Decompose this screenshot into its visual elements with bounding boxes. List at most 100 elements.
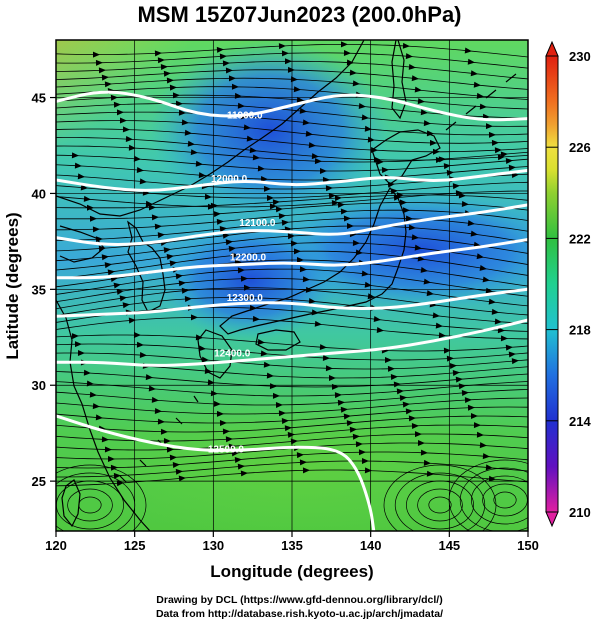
flow-arrow [195, 334, 203, 341]
flow-arrow [455, 376, 463, 383]
height-contour [56, 414, 376, 531]
flow-arrow [198, 172, 206, 179]
flow-arrow [396, 192, 404, 199]
flow-arrow [488, 475, 496, 482]
flow-arrow [234, 457, 242, 464]
flow-arrow [346, 59, 354, 66]
y-tick-label: 30 [32, 378, 46, 393]
flow-arrow [305, 130, 313, 137]
flow-arrow [122, 302, 130, 309]
eddy-southwest [78, 496, 102, 514]
x-tick-label: 120 [45, 538, 67, 553]
flow-arrow [479, 442, 487, 449]
flow-arrow [352, 239, 360, 246]
flow-arrow [346, 223, 354, 230]
flow-arrow [290, 438, 298, 445]
flow-arrow [101, 74, 109, 81]
flow-arrow [166, 446, 174, 453]
flow-arrow [269, 383, 277, 390]
y-tick-label: 45 [32, 91, 46, 106]
flow-arrow [116, 480, 124, 487]
flow-arrow [234, 92, 242, 99]
flow-arrow [452, 370, 460, 376]
flow-arrow [157, 232, 165, 239]
flow-arrow [219, 53, 227, 60]
flow-arrow [399, 395, 407, 402]
flow-arrow [334, 392, 342, 399]
flow-arrow [113, 472, 121, 479]
flow-arrow [290, 240, 298, 247]
flow-arrow [402, 42, 410, 49]
flow-arrow [275, 401, 283, 408]
flow-arrow [83, 195, 91, 202]
flow-arrow [240, 275, 248, 282]
flow-arrow [299, 459, 307, 466]
flow-arrow [210, 202, 218, 209]
flow-arrow [349, 69, 357, 76]
flow-arrow [263, 185, 271, 192]
flow-arrow [269, 203, 277, 210]
flow-arrow [278, 213, 286, 220]
flow-arrow [237, 102, 245, 109]
colorbar-tick-label: 226 [569, 140, 591, 155]
flow-arrow [89, 215, 97, 222]
flow-arrow [278, 410, 286, 417]
streamline [56, 277, 528, 307]
flow-arrow [287, 431, 295, 438]
flow-arrow [243, 284, 251, 291]
flow-arrow [110, 464, 118, 471]
flow-arrow [346, 420, 354, 427]
credit-drawing: Drawing by DCL (https://www.gfd-dennou.o… [156, 594, 443, 606]
flow-arrow [302, 467, 310, 474]
flow-arrow [133, 155, 141, 162]
flow-arrow [299, 107, 307, 114]
flow-arrow [308, 142, 316, 149]
flow-arrow [485, 123, 493, 130]
flow-arrow [311, 309, 319, 316]
flow-arrow [358, 449, 366, 456]
flow-arrow [101, 254, 109, 261]
streamline [56, 202, 528, 220]
flow-arrow [420, 267, 428, 273]
flow-arrow [157, 418, 165, 425]
flow-arrow [107, 269, 115, 276]
flow-arrow [133, 332, 141, 339]
flow-arrow [411, 422, 419, 429]
flow-arrow [467, 58, 475, 65]
flow-arrow [322, 176, 330, 183]
flow-arrow [89, 391, 97, 398]
flow-arrow [464, 47, 472, 54]
flow-arrow [154, 408, 162, 414]
flow-arrow [485, 287, 493, 294]
flow-arrow [181, 119, 189, 126]
eddy-southwest [56, 472, 136, 531]
colorbar-tick-label: 222 [569, 231, 591, 246]
flow-arrow [246, 135, 254, 142]
flow-arrow [225, 239, 233, 246]
flow-arrow [508, 351, 516, 358]
flow-arrow [390, 373, 398, 380]
eddy-southeast [406, 480, 474, 530]
flow-arrow [376, 158, 384, 165]
contour-label: 12200.0 [230, 253, 267, 264]
flow-arrow [461, 200, 469, 207]
flow-arrow [352, 80, 360, 87]
flow-arrow [86, 204, 94, 211]
flow-arrow [113, 282, 121, 289]
flow-arrow [364, 467, 372, 474]
flow-arrow [228, 75, 236, 82]
flow-arrow [293, 248, 301, 255]
height-contour [56, 203, 528, 246]
flow-arrow [314, 158, 322, 165]
flow-arrow [405, 408, 413, 415]
flow-arrow [343, 50, 351, 57]
flow-arrow [116, 109, 124, 116]
flow-arrow [222, 232, 230, 239]
flow-arrow [281, 418, 289, 424]
flow-arrow [429, 139, 437, 146]
x-tick-label: 145 [438, 538, 460, 553]
flow-arrow [482, 276, 490, 283]
streamline [56, 381, 528, 397]
streamline [56, 111, 528, 136]
flow-arrow [370, 146, 378, 153]
